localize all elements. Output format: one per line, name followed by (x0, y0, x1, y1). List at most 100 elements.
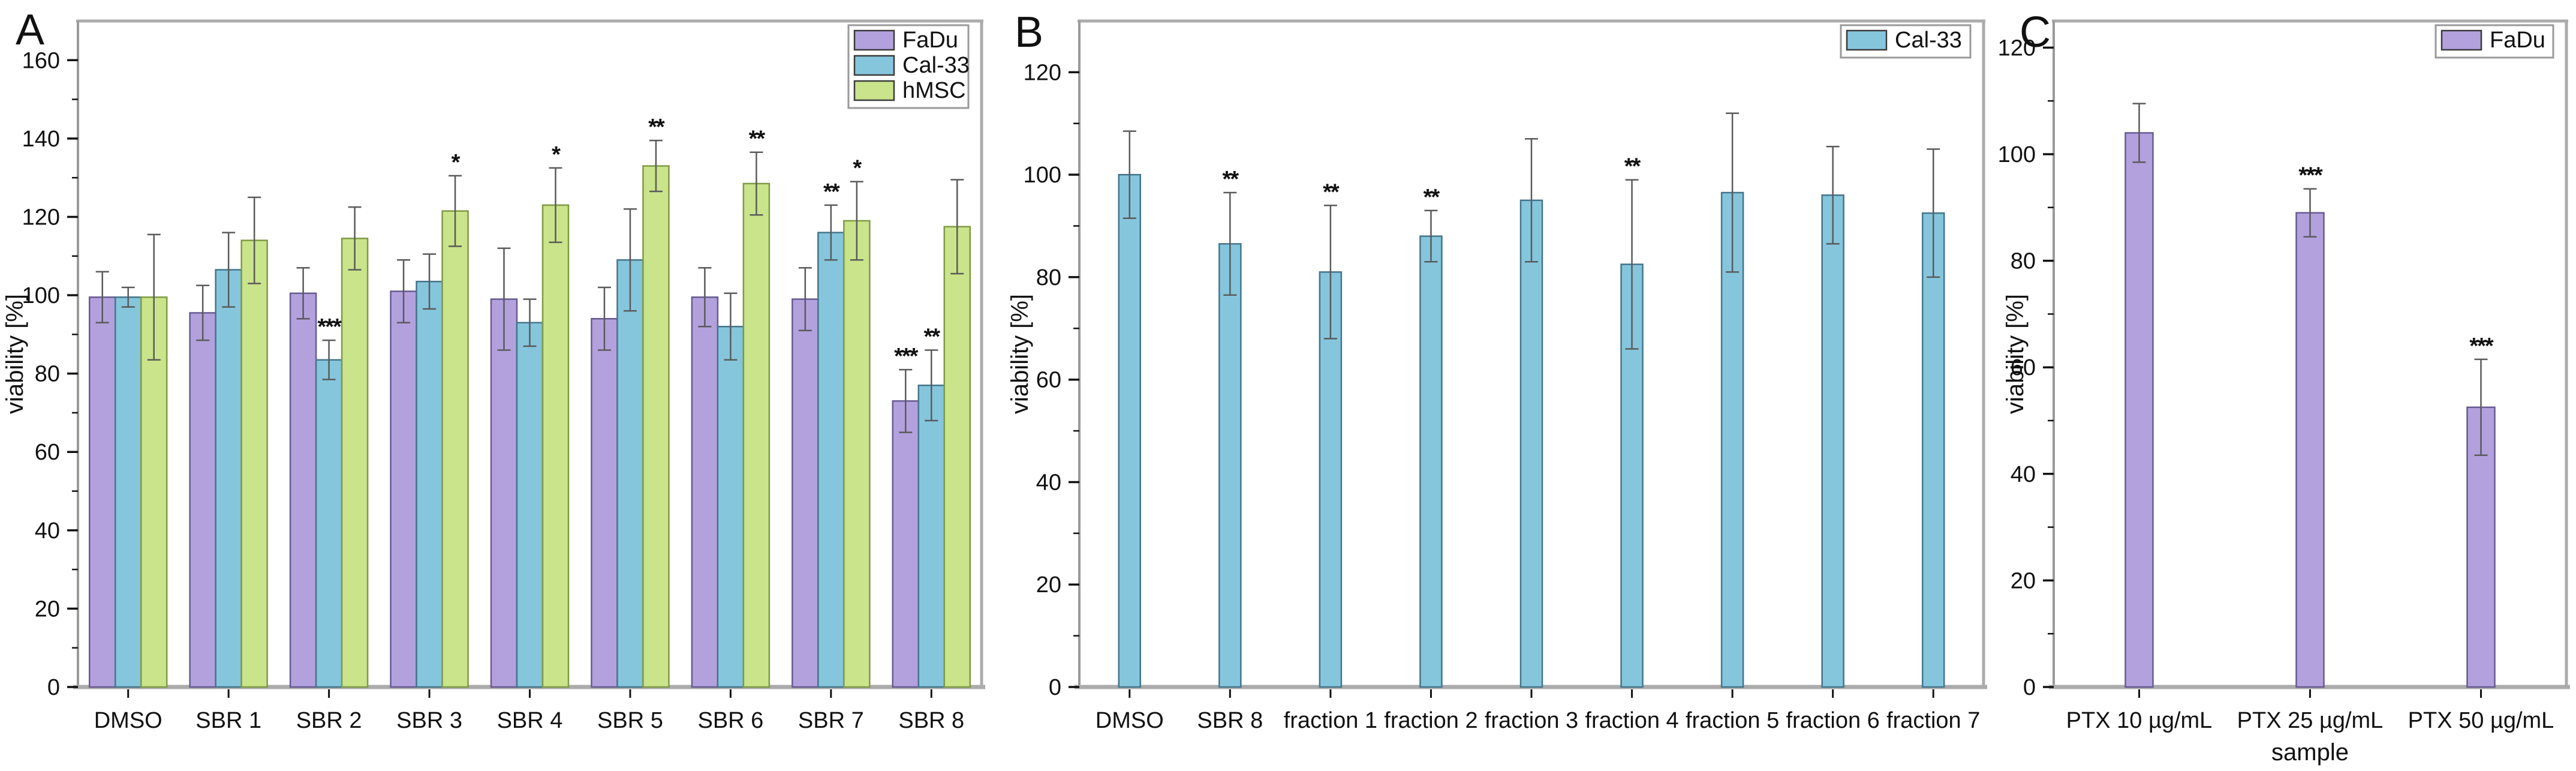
panel-C: C 0 20 40 60 80 100 120 viability [%] *** *** PTX … (1997, 0, 2576, 771)
error-bars (95, 139, 964, 433)
x-tick-label: DMSO (1096, 708, 1164, 733)
significance-Cal-33-fraction 4: ** (1624, 154, 1641, 179)
x-axis-ticks: DMSO SBR 1 SBR 2 SBR 3 SBR 4 SBR 5 SBR 6 SBR 7 S… (94, 689, 964, 733)
bar-Cal-33-SBR 5 (616, 259, 644, 688)
significance-Cal-33-SBR 2: *** (317, 314, 342, 340)
x-tick-label: fraction 7 (1886, 708, 1980, 733)
bar-FaDu-SBR 1 (189, 312, 216, 688)
bar-Cal-33-SBR 6 (717, 326, 745, 688)
x-tick-label: fraction 4 (1585, 708, 1678, 733)
x-tick-label: fraction 3 (1485, 708, 1578, 733)
x-tick-label: SBR 2 (296, 708, 362, 733)
significance-FaDu-PTX 25 µg/mL: *** (2298, 163, 2323, 188)
x-axis-title: sample (2271, 739, 2349, 766)
bars (2124, 132, 2496, 688)
x-tick-label: SBR 8 (1197, 708, 1263, 733)
significance-hMSC-SBR 7: * (853, 156, 862, 181)
legend-label-Cal-33: Cal-33 (1895, 28, 1962, 53)
x-tick-label: SBR 3 (396, 708, 462, 733)
significance-Cal-33-fraction 2: ** (1424, 185, 1440, 210)
significance-FaDu-PTX 50 µg/mL: *** (2469, 334, 2494, 359)
bar-FaDu-PTX 10 µg/mL (2124, 132, 2154, 688)
bar-hMSC-SBR 6 (742, 182, 771, 688)
x-tick-label: PTX 50 µg/mL (2408, 708, 2554, 733)
x-tick-label: DMSO (94, 708, 162, 733)
y-axis-title: viability [%] (2002, 294, 2029, 414)
significance-hMSC-SBR 3: * (452, 150, 461, 175)
y-axis-ticks: 0 20 40 60 80 100 120 140 160 (22, 48, 78, 700)
significance-hMSC-SBR 5: ** (648, 115, 665, 140)
bar-Cal-33-DMSO (114, 296, 142, 688)
significance-markers: *** *** (2298, 163, 2495, 359)
y-tick-label: 120 (1024, 60, 1061, 85)
legend-label-Cal-33: Cal-33 (902, 53, 970, 78)
bar-Cal-33-fraction 1 (1319, 271, 1343, 688)
error-bars (1123, 112, 1940, 350)
bar-Cal-33-DMSO (1118, 173, 1142, 688)
bar-hMSC-SBR 7 (843, 220, 871, 688)
bar-Cal-33-fraction 7 (1921, 212, 1945, 688)
y-tick-label: 40 (1036, 470, 1061, 495)
x-tick-label: SBR 1 (195, 708, 261, 733)
chart-B: 0 20 40 60 80 100 120 viability [%] ** ** ** ** DMSO… (1007, 19, 1987, 733)
bar-FaDu-PTX 50 µg/mL (2466, 406, 2496, 688)
y-tick-label: 120 (22, 205, 60, 230)
bar-hMSC-DMSO (140, 296, 168, 688)
y-axis-ticks: 0 20 40 60 80 100 120 (1024, 60, 1079, 700)
chart-C: 0 20 40 60 80 100 120 viability [%] *** *** PTX 10… (1998, 19, 2570, 766)
x-tick-label: PTX 10 µg/mL (2066, 708, 2213, 733)
bar-hMSC-SBR 2 (341, 238, 369, 688)
bar-FaDu-SBR 2 (289, 292, 317, 688)
bar-hMSC-SBR 8 (943, 226, 971, 688)
y-tick-label: 20 (2011, 568, 2036, 593)
bar-FaDu-PTX 25 µg/mL (2295, 212, 2325, 688)
y-tick-label: 0 (2023, 675, 2036, 700)
y-tick-label: 80 (2011, 249, 2036, 274)
bar-hMSC-SBR 5 (642, 165, 670, 688)
legend-label-hMSC: hMSC (902, 78, 966, 103)
y-tick-label: 0 (1049, 675, 1061, 700)
x-tick-label: fraction 2 (1384, 708, 1477, 733)
bar-FaDu-SBR 7 (792, 298, 819, 688)
x-tick-label: fraction 1 (1284, 708, 1377, 733)
panel-A-label: A (16, 6, 45, 54)
panel-C-label: C (2020, 8, 2051, 56)
bar-Cal-33-SBR 4 (516, 322, 544, 688)
x-tick-label: SBR 7 (798, 708, 864, 733)
y-tick-label: 60 (35, 440, 60, 465)
error-bars (2132, 103, 2488, 456)
y-tick-label: 60 (2011, 355, 2036, 380)
y-tick-label: 140 (22, 127, 60, 152)
x-tick-label: SBR 4 (497, 708, 563, 733)
significance-hMSC-SBR 6: ** (749, 127, 766, 152)
y-tick-label: 20 (1036, 572, 1061, 598)
bar-hMSC-SBR 1 (240, 239, 268, 688)
y-axis-title: viability [%] (2, 294, 28, 414)
bar-FaDu-SBR 6 (691, 296, 719, 688)
bar-Cal-33-SBR 1 (215, 269, 242, 688)
y-tick-label: 120 (1998, 35, 2036, 61)
panel-A: A 0 20 40 60 80 100 120 140 160 viability [%] *** *… (0, 0, 1007, 771)
bar-hMSC-SBR 3 (441, 210, 469, 688)
legend-swatch-Cal-33 (1846, 29, 1888, 51)
bar-FaDu-DMSO (88, 296, 116, 688)
x-tick-label: fraction 6 (1786, 708, 1880, 733)
y-tick-label: 60 (1036, 368, 1061, 393)
bar-FaDu-SBR 8 (892, 400, 920, 688)
panel-B-label: B (1015, 8, 1044, 56)
x-tick-label: PTX 25 µg/mL (2237, 708, 2384, 733)
y-tick-label: 40 (35, 518, 60, 544)
y-tick-label: 0 (47, 675, 60, 700)
bars (1118, 173, 1945, 688)
significance-Cal-33-SBR 8: ** (923, 324, 940, 349)
legend-swatch-FaDu (2440, 29, 2482, 51)
x-tick-label: fraction 5 (1686, 708, 1779, 733)
significance-Cal-33-fraction 1: ** (1323, 179, 1340, 205)
bar-FaDu-SBR 5 (591, 317, 618, 688)
y-tick-label: 40 (2011, 462, 2036, 487)
legend-label-FaDu: FaDu (2490, 28, 2545, 53)
y-tick-label: 20 (35, 596, 60, 622)
bar-Cal-33-SBR 8 (917, 384, 946, 688)
